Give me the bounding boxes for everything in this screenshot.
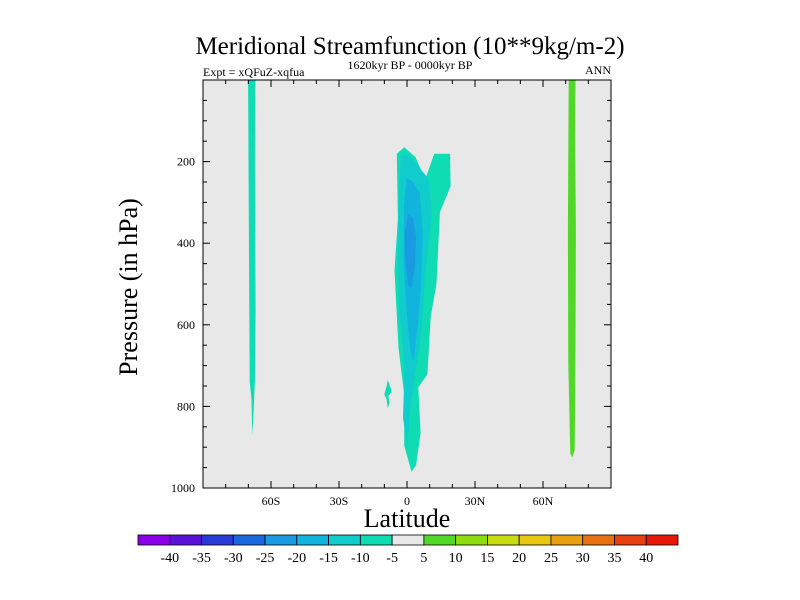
colorbar-label: -40 [160, 551, 179, 566]
colorbar-label: 25 [544, 551, 558, 566]
colorbar-label: 40 [639, 551, 653, 566]
colorbar-label: -20 [287, 551, 306, 566]
colorbar-swatch [550, 534, 584, 546]
colorbar-label: -15 [319, 551, 338, 566]
colorbar-swatch [487, 534, 520, 546]
y-tick-label: 400 [177, 236, 195, 250]
contour-regions [248, 80, 576, 472]
x-tick-label: 60S [262, 494, 281, 508]
colorbar-swatch [328, 534, 361, 546]
y-tick-label: 800 [177, 399, 195, 413]
x-tick-label: 30S [330, 494, 349, 508]
colorbar-swatch [518, 534, 552, 546]
chart-title: Meridional Streamfunction (10**9kg/m-2) [195, 33, 624, 60]
colorbar-swatch [423, 534, 457, 546]
y-tick-label: 200 [177, 155, 195, 169]
colorbar-label: 30 [576, 551, 590, 566]
colorbar-label: 15 [480, 551, 494, 566]
y-tick-label: 600 [177, 318, 195, 332]
colorbar-label: -25 [256, 551, 275, 566]
experiment-label: Expt = xQFuZ-xqfua [203, 65, 305, 79]
x-axis-label: Latitude [364, 504, 451, 533]
colorbar-swatch [645, 534, 679, 546]
colorbar-label: 35 [607, 551, 621, 566]
x-tick-label: 30N [465, 494, 486, 508]
colorbar-label: -10 [351, 551, 370, 566]
x-tick-label: 0 [404, 494, 410, 508]
colorbar-swatch [582, 534, 615, 546]
colorbar-label: -5 [386, 551, 398, 566]
period-label: 1620kyr BP - 0000kyr BP [348, 58, 473, 72]
colorbar-swatch [391, 534, 425, 546]
colorbar-swatch [264, 534, 298, 546]
contour-southern-polar-column [248, 80, 256, 435]
colorbar-label: 10 [449, 551, 463, 566]
contour-tropical-cell-core [404, 214, 417, 289]
colorbar-swatch [614, 534, 647, 546]
contour-northern-polar-column [567, 80, 576, 458]
y-axis-ticks: 200 400 600 800 1000 [171, 99, 611, 495]
colorbar-label: -30 [224, 551, 243, 566]
y-tick-label: 1000 [171, 481, 195, 495]
colorbar-swatch [201, 534, 234, 546]
colorbar-label: 5 [420, 551, 427, 566]
y-axis-label: Pressure (in hPa) [114, 198, 143, 376]
colorbar-swatch [137, 534, 171, 546]
colorbar-label: 20 [512, 551, 526, 566]
colorbar-swatch [296, 534, 329, 546]
x-tick-label: 60N [533, 494, 554, 508]
colorbar: -40 -35 -30 -25 -20 -15 -10 -5 5 10 15 20 25 30 35 40 [137, 534, 679, 566]
contour-small-blob [384, 379, 392, 409]
colorbar-swatch [455, 534, 488, 546]
colorbar-swatch [232, 534, 266, 546]
colorbar-label: -35 [192, 551, 211, 566]
colorbar-swatch [359, 534, 393, 546]
season-label: ANN [585, 63, 611, 77]
colorbar-swatch [169, 534, 202, 546]
x-axis-ticks: 60S 30S 0 30N 60N [225, 80, 589, 508]
